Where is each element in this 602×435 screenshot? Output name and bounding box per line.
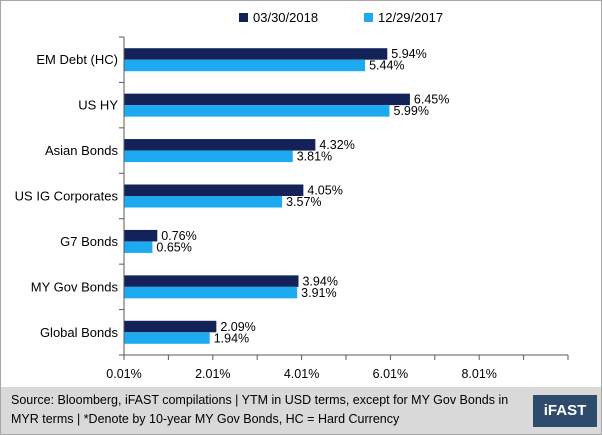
bar-series1 (124, 275, 299, 287)
bar-series2 (124, 241, 153, 253)
data-label: 4.05% (307, 184, 342, 198)
bar-series1 (124, 48, 388, 60)
category-label: US IG Corporates (15, 189, 119, 204)
bar-series1 (124, 139, 316, 151)
bar-chart: 03/30/2018 12/29/2017 EM Debt (HC) 5.94%5.4… (15, 10, 569, 381)
bar-series1 (124, 229, 158, 242)
data-label: 3.91% (301, 286, 336, 300)
category-label: Global Bonds (40, 325, 119, 340)
x-tick-label: 8.01% (461, 367, 496, 381)
legend-swatch-2 (364, 13, 373, 22)
data-label: 5.44% (369, 59, 404, 73)
data-label: 2.09% (220, 320, 255, 334)
data-label: 0.65% (156, 240, 191, 254)
bar-series2 (124, 150, 293, 163)
category-label: EM Debt (HC) (36, 52, 118, 67)
source-note: Source: Bloomberg, iFAST compilations | … (11, 393, 509, 426)
bar-series2 (124, 286, 298, 299)
legend-label-1: 03/30/2018 (253, 10, 318, 25)
data-label: 0.76% (161, 229, 196, 243)
footer: Source: Bloomberg, iFAST compilations | … (1, 387, 601, 434)
ifast-logo: iFAST (533, 395, 597, 427)
data-label: 5.99% (394, 104, 429, 118)
data-label: 3.94% (302, 274, 337, 288)
category-label: Asian Bonds (45, 143, 118, 158)
bar-series1 (124, 320, 217, 333)
category-label: G7 Bonds (60, 234, 118, 249)
x-tick-label: 2.01% (195, 367, 230, 381)
data-label: 1.94% (214, 331, 249, 345)
legend-swatch-1 (239, 13, 248, 22)
bar-series2 (124, 59, 366, 72)
bar-series1 (124, 184, 304, 196)
data-label: 6.45% (414, 93, 449, 107)
data-label: 3.81% (297, 150, 332, 164)
bar-series1 (124, 93, 410, 106)
data-label: 4.32% (319, 138, 354, 152)
bar-series2 (124, 332, 210, 344)
bar-series2 (124, 105, 390, 117)
category-label: MY Gov Bonds (31, 279, 119, 294)
data-label: 5.94% (391, 47, 426, 61)
x-tick-label: 4.01% (284, 367, 319, 381)
bar-series2 (124, 196, 283, 208)
x-tick-label: 6.01% (373, 367, 408, 381)
category-label: US HY (78, 98, 118, 113)
x-tick-label: 0.01% (106, 367, 141, 381)
legend-label-2: 12/29/2017 (378, 10, 443, 25)
data-label: 3.57% (286, 195, 321, 209)
